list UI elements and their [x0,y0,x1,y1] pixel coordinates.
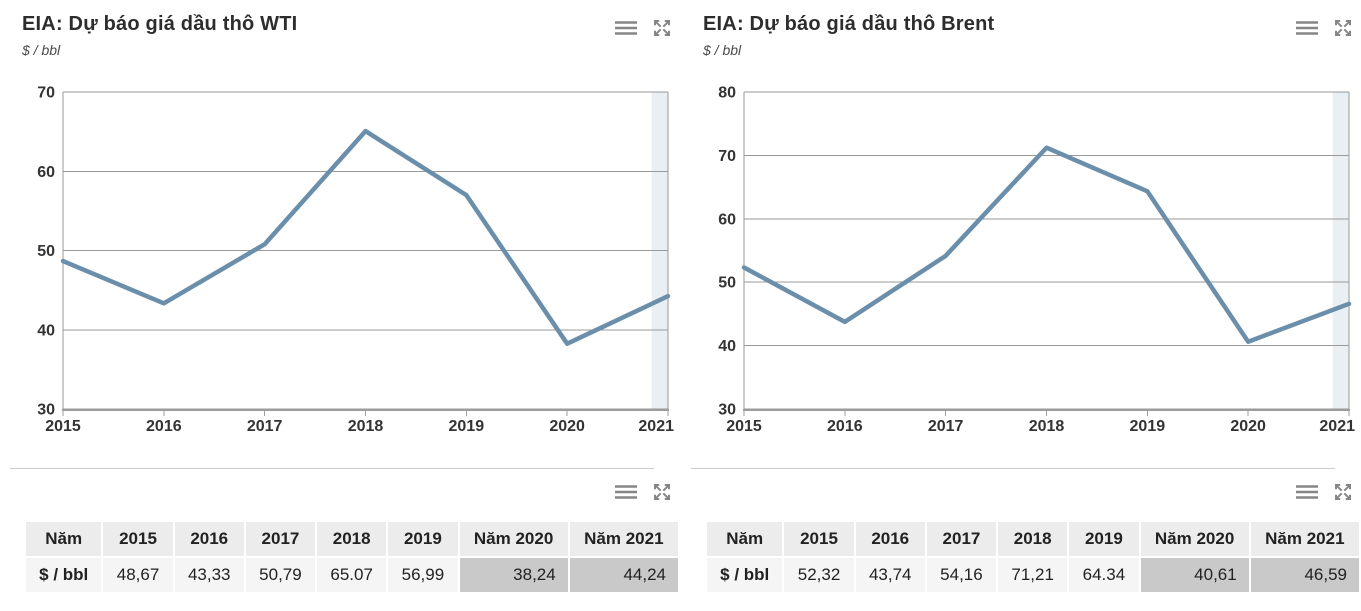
chart-subtitle: $ / bbl [22,42,61,58]
table-row-label: $ / bbl [707,558,783,592]
x-axis-label: 2020 [1230,418,1266,435]
x-axis-label: 2021 [638,418,674,435]
table-header-cell: Năm 2021 [1250,522,1359,556]
table-cell: 46,59 [1250,558,1359,592]
y-axis-label: 40 [718,338,736,355]
hamburger-menu-icon[interactable] [1295,19,1319,37]
table-cell: 43,33 [174,558,244,592]
x-axis-label: 2021 [1319,418,1355,435]
x-axis-label: 2018 [1029,418,1065,435]
data-table-brent: Năm 2015 2016 2017 2018 2019 Năm 2020 Năm 2021 $… [705,520,1361,594]
table-toolbar [1295,482,1353,502]
x-axis-label: 2016 [827,418,863,435]
x-axis-label: 2015 [45,418,81,435]
table-cell: 38,24 [459,558,568,592]
table-header-cell: 2019 [388,522,458,556]
table-cell: 48,67 [103,558,173,592]
y-axis-label: 50 [718,275,736,292]
y-axis-label: 70 [37,85,55,102]
chart-toolbar [614,18,672,38]
table-cell: 40,61 [1140,558,1249,592]
hamburger-menu-icon[interactable] [614,19,638,37]
table-header-cell: Năm 2020 [1140,522,1249,556]
table-toolbar [614,482,672,502]
y-axis-label: 70 [718,148,736,165]
hamburger-menu-icon[interactable] [614,483,638,501]
y-axis-label: 60 [718,211,736,228]
x-axis-label: 2020 [549,418,585,435]
expand-arrows-icon[interactable] [1333,482,1353,502]
x-axis-label: 2015 [726,418,762,435]
line-chart-wti: 30 40 50 60 70 2015 2016 2017 2018 2019 2020 2021 [37,85,674,435]
table-header-cell: 2016 [174,522,244,556]
table-header-cell: 2015 [784,522,854,556]
x-axis-label: 2017 [928,418,964,435]
table-row-label: $ / bbl [26,558,102,592]
table-cell: 44,24 [569,558,678,592]
table-cell: 54,16 [926,558,997,592]
x-axis-label: 2016 [146,418,182,435]
y-axis-label: 40 [37,322,55,339]
x-axis-label: 2019 [1130,418,1166,435]
chart-panel-brent: EIA: Dự báo giá dầu thô Brent $ / bbl 30… [681,0,1361,611]
y-axis-label: 80 [718,85,736,102]
x-axis-label: 2017 [247,418,283,435]
y-axis-label: 50 [37,243,55,260]
table-header-cell: 2019 [1069,522,1139,556]
y-axis-label: 30 [37,402,55,419]
series-line [741,145,1352,344]
divider [10,468,654,469]
chart-title: EIA: Dự báo giá dầu thô Brent [703,13,995,35]
table-header-cell: Năm 2020 [459,522,568,556]
table-cell: 50,79 [245,558,316,592]
forecast-band [1332,92,1349,409]
data-table-wti: Năm 2015 2016 2017 2018 2019 Năm 2020 Năm 2021 $… [24,520,680,594]
table-header-row: Năm 2015 2016 2017 2018 2019 Năm 2020 Năm 2021 [707,522,1359,556]
chart-title: EIA: Dự báo giá dầu thô WTI [22,13,298,35]
expand-arrows-icon[interactable] [652,482,672,502]
x-axis-label: 2018 [348,418,384,435]
table-header-cell: Năm [26,522,102,556]
expand-arrows-icon[interactable] [1333,18,1353,38]
table-cell: 56,99 [388,558,458,592]
chart-panel-wti: EIA: Dự báo giá dầu thô WTI $ / bbl 30 40… [0,0,680,611]
table-header-cell: 2016 [855,522,925,556]
series-line [60,128,671,346]
table-cell: 43,74 [855,558,925,592]
table-row: $ / bbl 52,32 43,74 54,16 71,21 64.34 40,61 46,… [707,558,1359,592]
table-header-cell: 2018 [317,522,387,556]
table-header-cell: Năm [707,522,783,556]
table-cell: 65.07 [317,558,387,592]
x-axis-label: 2019 [449,418,485,435]
y-axis-label: 60 [37,164,55,181]
line-chart-brent: 30 40 50 60 70 80 2015 2016 2017 2018 2019 2020 2021 [718,85,1355,435]
y-axis-label: 30 [718,402,736,419]
table-header-cell: 2017 [245,522,316,556]
divider [691,468,1335,469]
chart-toolbar [1295,18,1353,38]
table-header-cell: 2018 [998,522,1068,556]
table-row: $ / bbl 48,67 43,33 50,79 65.07 56,99 38,24 44,… [26,558,678,592]
table-cell: 52,32 [784,558,854,592]
table-header-cell: 2015 [103,522,173,556]
table-header-cell: 2017 [926,522,997,556]
chart-subtitle: $ / bbl [703,42,742,58]
expand-arrows-icon[interactable] [652,18,672,38]
hamburger-menu-icon[interactable] [1295,483,1319,501]
table-header-row: Năm 2015 2016 2017 2018 2019 Năm 2020 Năm 2021 [26,522,678,556]
table-cell: 64.34 [1069,558,1139,592]
table-header-cell: Năm 2021 [569,522,678,556]
table-cell: 71,21 [998,558,1068,592]
